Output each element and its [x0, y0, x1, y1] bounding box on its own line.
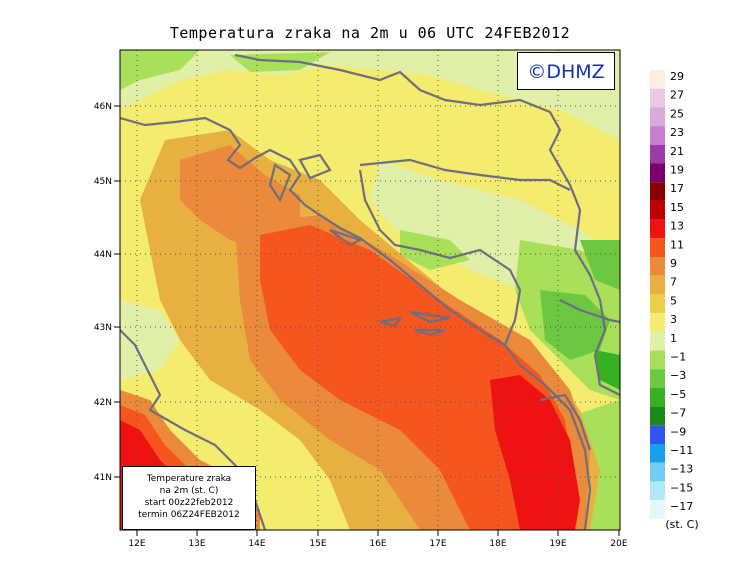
- legend-label: 17: [670, 182, 684, 195]
- legend-label: 15: [670, 201, 684, 214]
- info-line: Temperature zraka: [146, 474, 232, 484]
- legend-label: −7: [670, 407, 686, 420]
- legend-swatch: [650, 219, 665, 239]
- legend-swatch: [650, 182, 665, 201]
- legend-label: 25: [670, 107, 684, 120]
- legend-label: −1: [670, 351, 686, 364]
- legend-swatch: [650, 331, 665, 351]
- legend-swatch: [650, 481, 665, 501]
- legend-unit: (st. C): [665, 518, 698, 531]
- legend-swatch: [650, 444, 665, 463]
- legend-label: 7: [670, 276, 677, 289]
- coastlines: [120, 53, 620, 530]
- legend-label: 23: [670, 126, 684, 139]
- legend-label: −9: [670, 425, 686, 438]
- lat-tick-label: 43N: [94, 323, 112, 333]
- lon-tick-label: 15E: [309, 539, 326, 549]
- lon-tick-label: 13E: [188, 539, 205, 549]
- legend-swatch: [650, 238, 665, 257]
- legend-swatch: [650, 387, 665, 407]
- info-line: na 2m (st. C): [159, 486, 219, 496]
- lon-tick-label: 14E: [248, 539, 265, 549]
- legend-label: 19: [670, 164, 684, 177]
- legend-swatch: [650, 406, 665, 426]
- legend-label: −3: [670, 369, 686, 382]
- lon-tick-label: 20E: [610, 539, 627, 549]
- legend-label: −15: [670, 481, 693, 494]
- legend-label: 1: [670, 332, 677, 345]
- lat-tick-label: 46N: [94, 102, 112, 112]
- legend-label: 27: [670, 89, 684, 102]
- info-line: start 00z22feb2012: [144, 498, 234, 508]
- legend-swatch: [650, 107, 665, 127]
- legend-label: 21: [670, 145, 684, 158]
- legend-swatch: [650, 275, 665, 295]
- latitude-axis: 46N 45N 44N 43N 42N 41N: [94, 102, 120, 483]
- temperature-field: [120, 50, 620, 530]
- legend-label: −11: [670, 444, 693, 457]
- legend-swatch: [650, 257, 665, 276]
- legend-label: −13: [670, 463, 693, 476]
- info-line: termin 06Z24FEB2012: [138, 510, 240, 520]
- color-legend: 29 27 25 23 21 19 17 15 13 11 9 7 5 3 1 −1 −3 −5 −7 −9 −11 −1…: [650, 70, 693, 519]
- lat-tick-label: 44N: [94, 250, 112, 260]
- graticule: [120, 50, 620, 530]
- legend-swatch: [650, 126, 665, 145]
- legend-label: 3: [670, 313, 677, 326]
- lon-tick-label: 16E: [369, 539, 386, 549]
- lat-tick-label: 42N: [94, 398, 112, 408]
- legend-swatch: [650, 500, 665, 519]
- legend-swatch: [650, 425, 665, 444]
- lat-tick-label: 41N: [94, 473, 112, 483]
- legend-swatch: [650, 163, 665, 183]
- legend-swatch: [650, 350, 665, 370]
- lon-tick-label: 19E: [549, 539, 566, 549]
- map-frame: [119, 49, 621, 531]
- legend-label: 11: [670, 238, 684, 251]
- legend-swatch: [650, 88, 665, 108]
- legend-swatch: [650, 294, 665, 314]
- legend-swatch: [650, 70, 665, 89]
- legend-label: 5: [670, 294, 677, 307]
- legend-swatch: [650, 462, 665, 482]
- lon-tick-label: 18E: [489, 539, 506, 549]
- map-title: Temperatura zraka na 2m u 06 UTC 24FEB20…: [169, 24, 571, 42]
- dhmz-watermark: ©DHMZ: [517, 52, 615, 90]
- legend-swatch: [650, 200, 665, 220]
- lon-tick-label: 12E: [128, 539, 145, 549]
- longitude-axis: 12E 13E 14E 15E 16E 17E 18E 19E 20E: [128, 530, 628, 549]
- legend-label: 9: [670, 257, 677, 270]
- legend-label: −17: [670, 500, 693, 513]
- legend-label: −5: [670, 388, 686, 401]
- lon-tick-label: 17E: [429, 539, 446, 549]
- legend-swatch: [650, 144, 665, 164]
- info-box: Temperature zraka na 2m (st. C) start 00…: [122, 466, 256, 530]
- lat-tick-label: 45N: [94, 177, 112, 187]
- legend-label: 13: [670, 220, 684, 233]
- legend-swatch: [650, 369, 665, 388]
- legend-swatch: [650, 313, 665, 332]
- legend-label: 29: [670, 70, 684, 83]
